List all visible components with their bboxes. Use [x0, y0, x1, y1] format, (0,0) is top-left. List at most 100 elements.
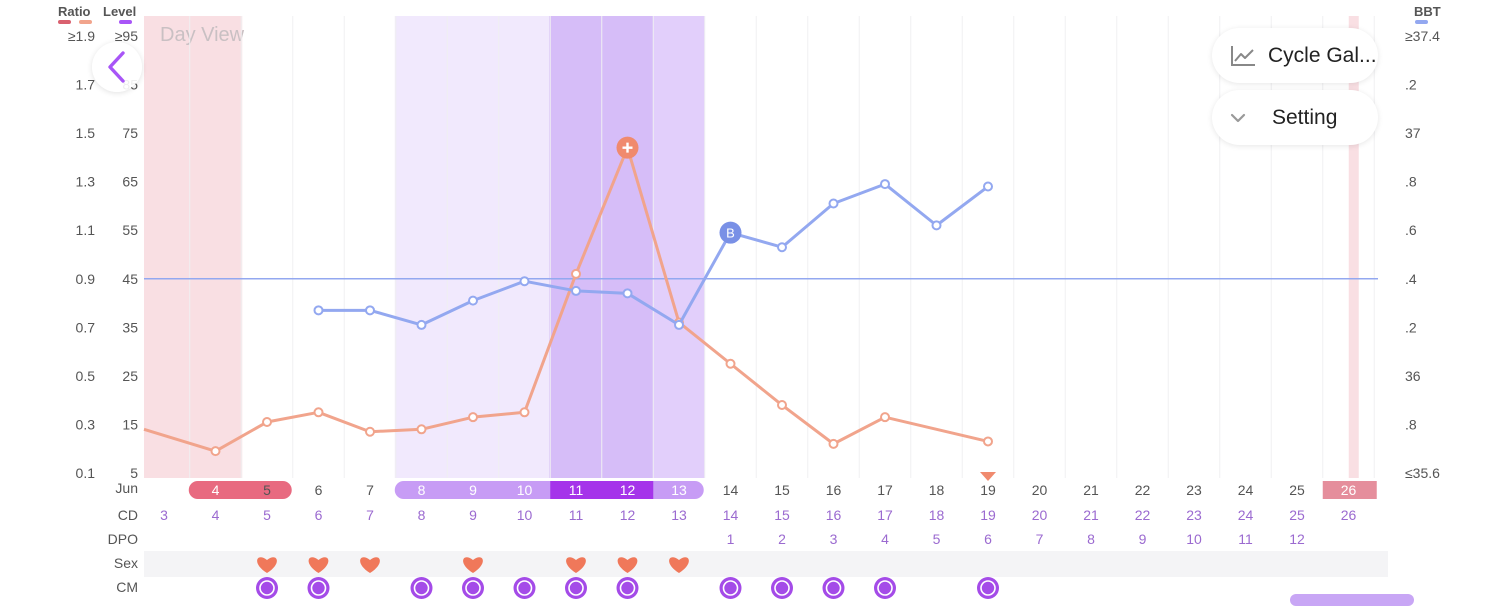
date-label: 22 — [1135, 482, 1151, 498]
cd-value: 4 — [212, 507, 220, 523]
cd-value: 12 — [620, 507, 636, 523]
cd-value: 26 — [1341, 507, 1357, 523]
dpo-value: 5 — [933, 531, 941, 547]
back-button[interactable] — [92, 42, 142, 92]
cm-icon-inner — [259, 580, 275, 596]
date-label: 11 — [569, 482, 584, 498]
heart-icon — [308, 557, 329, 573]
bbt-marker-point — [719, 221, 742, 244]
level-tick-label: 65 — [122, 174, 138, 190]
legend-level-label: Level — [103, 4, 136, 19]
cm-icon-inner — [413, 580, 430, 596]
date-label: 4 — [212, 482, 220, 498]
bbt-tick-label: 37 — [1405, 125, 1421, 141]
ratio-tick-label: ≥1.9 — [68, 28, 95, 44]
ratio-tick-label: 1.5 — [76, 125, 96, 141]
cm-row-label: CM — [116, 579, 138, 595]
bbt-tick-label: .8 — [1405, 174, 1417, 190]
setting-button[interactable]: Setting — [1212, 90, 1378, 145]
dpo-value: 7 — [1036, 531, 1044, 547]
peak-date-pill — [550, 481, 654, 499]
ratio-point — [313, 407, 324, 418]
cd-value: 9 — [469, 507, 477, 523]
dpo-value: 12 — [1289, 531, 1305, 547]
dpo-value: 9 — [1139, 531, 1147, 547]
setting-label: Setting — [1272, 105, 1338, 129]
ratio-tick-label: 1.3 — [76, 174, 96, 190]
bbt-point — [519, 276, 530, 287]
cd-value: 17 — [877, 507, 893, 523]
ratio-point — [519, 407, 530, 418]
date-label: 26 — [1341, 482, 1357, 498]
ratio-point — [880, 412, 890, 423]
date-label: 15 — [774, 482, 790, 498]
bottom-tab-indicator[interactable] — [1290, 594, 1414, 606]
chart-y-axes: ≥1.91.71.51.31.10.90.70.50.30.1≥95857565… — [68, 28, 1440, 481]
dpo-value: 1 — [727, 531, 735, 547]
ratio-tick-label: 0.9 — [76, 271, 96, 287]
date-label: 6 — [315, 482, 323, 498]
cm-icon-inner — [774, 580, 790, 596]
date-label: 12 — [620, 482, 636, 498]
level-tick-label: 75 — [122, 125, 138, 141]
fertile-band — [394, 16, 551, 478]
cd-value: 13 — [671, 507, 687, 523]
heart-icon — [257, 557, 277, 573]
ratio-tick-label: 0.5 — [76, 368, 96, 384]
cd-value: 15 — [774, 507, 790, 523]
heart-icon — [566, 557, 586, 573]
cd-value: 10 — [517, 507, 533, 523]
date-label: 9 — [469, 482, 477, 498]
chart-gridlines — [189, 16, 1375, 478]
period-date-pill — [188, 481, 292, 499]
dpo-value: 6 — [984, 531, 992, 547]
cycle-gallery-button[interactable]: Cycle Gal... — [1212, 28, 1378, 83]
dpo-value: 3 — [830, 531, 838, 547]
ratio-point — [365, 426, 375, 437]
cd-value: 7 — [366, 507, 374, 523]
ratio-point — [777, 400, 787, 411]
cm-icon-inner — [980, 580, 996, 596]
chart-legend: Ratio Level BBT — [58, 4, 1441, 24]
date-label: 5 — [263, 482, 271, 498]
cd-value: 24 — [1238, 507, 1254, 523]
date-label: 7 — [366, 482, 374, 498]
date-label: 16 — [826, 482, 842, 498]
today-marker — [980, 472, 996, 481]
cycle-gallery-label: Cycle Gal... — [1268, 43, 1377, 67]
cd-value: 18 — [929, 507, 945, 523]
fertile-band-high — [653, 16, 705, 478]
ratio-point — [416, 424, 427, 435]
bbt-tick-label: .2 — [1405, 319, 1417, 335]
cd-value: 22 — [1135, 507, 1151, 523]
ratio-tick-label: 1.7 — [76, 77, 96, 93]
sex-row-label: Sex — [114, 555, 138, 571]
date-label: 18 — [929, 482, 945, 498]
dpo-row-label: DPO — [108, 531, 138, 547]
bbt-point — [313, 305, 324, 316]
level-tick-label: 35 — [122, 319, 138, 335]
date-label: 23 — [1186, 482, 1202, 498]
chevron-down-icon — [1230, 113, 1246, 122]
dpo-value: 2 — [778, 531, 786, 547]
bbt-point — [931, 220, 942, 231]
cd-value: 21 — [1083, 507, 1099, 523]
ratio-tick-label: 0.1 — [76, 465, 96, 481]
period-band-next — [1348, 16, 1359, 478]
legend-ratio-swatch-light — [79, 20, 92, 24]
ratio-tick-label: 0.7 — [76, 319, 96, 335]
ratio-point — [262, 417, 272, 428]
heart-icon — [360, 557, 380, 573]
ratio-line — [143, 146, 989, 453]
chevron-left-icon — [108, 51, 125, 83]
bbt-point — [828, 198, 839, 209]
cd-value: 23 — [1186, 507, 1202, 523]
fertile-date-pill — [394, 481, 704, 499]
dpo-value: 11 — [1238, 531, 1253, 547]
date-label: 8 — [418, 482, 426, 498]
cm-icon-inner — [465, 580, 481, 596]
date-label: 10 — [517, 482, 533, 498]
cd-value: 3 — [160, 507, 168, 523]
date-label: 25 — [1289, 482, 1305, 498]
